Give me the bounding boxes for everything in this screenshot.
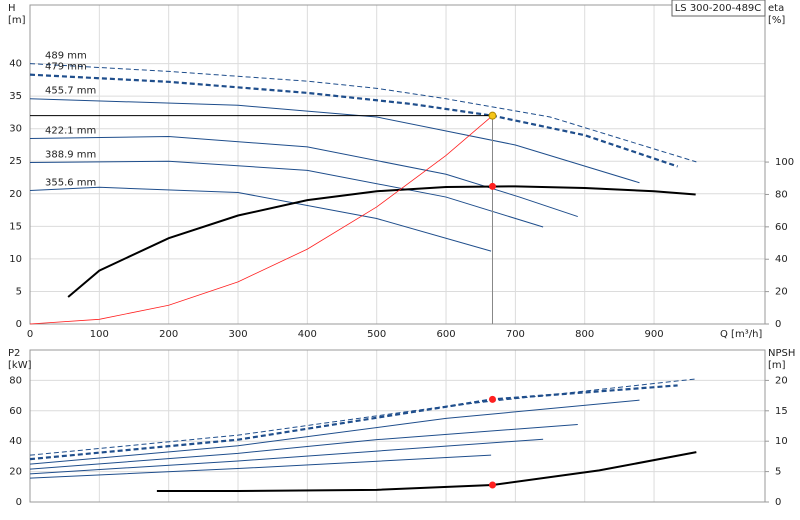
y-tick-label: 35 <box>9 91 22 102</box>
y2-tick-label: 20 <box>775 287 788 298</box>
y2-tick-label: 80 <box>775 189 788 200</box>
curve <box>29 399 640 465</box>
y2-tick-label: 60 <box>775 222 788 233</box>
y2-axis-label: [%] <box>768 15 785 26</box>
x-axis-label: Q [m³/h] <box>720 329 762 340</box>
curve <box>29 115 493 325</box>
model-label: LS 300-200-489C <box>675 3 762 14</box>
curve <box>29 98 640 184</box>
duty-point <box>488 111 497 120</box>
y-tick-label: 20 <box>9 189 22 200</box>
duty-point <box>488 395 496 403</box>
y-tick-label: 20 <box>9 467 22 478</box>
curve <box>29 63 697 163</box>
curve-label: 388.9 mm <box>45 150 96 161</box>
curve <box>29 423 578 470</box>
y-tick-label: 0 <box>16 497 22 508</box>
curve <box>29 186 492 252</box>
y2-tick-label: 40 <box>775 254 788 265</box>
curve-label: 479 mm <box>45 62 87 73</box>
y-axis-label: [m] <box>8 15 26 26</box>
y2-tick-label: 5 <box>775 467 781 478</box>
x-tick-label: 300 <box>228 329 247 340</box>
y-axis-label: [kW] <box>8 360 32 371</box>
curve <box>29 160 544 228</box>
x-tick-label: 200 <box>159 329 178 340</box>
y-tick-label: 15 <box>9 221 22 232</box>
y-tick-label: 40 <box>9 59 22 70</box>
y2-axis-label: [m] <box>768 360 786 371</box>
y-tick-label: 10 <box>9 254 22 265</box>
y-tick-label: 60 <box>9 406 22 417</box>
curve-label: 455.7 mm <box>45 86 96 97</box>
x-tick-label: 400 <box>298 329 317 340</box>
y2-tick-label: 0 <box>775 497 781 508</box>
y2-axis-label: NPSH <box>768 348 795 359</box>
x-tick-label: 700 <box>506 329 525 340</box>
model-box <box>671 0 766 17</box>
curve <box>29 438 544 475</box>
curve <box>29 73 678 168</box>
curve <box>29 384 678 461</box>
curve-label: 422.1 mm <box>45 125 96 136</box>
plot-frame <box>29 349 766 503</box>
y-tick-label: 0 <box>16 319 22 330</box>
curve <box>29 136 578 218</box>
y-tick-label: 40 <box>9 436 22 447</box>
y2-tick-label: 10 <box>775 436 788 447</box>
x-tick-label: 900 <box>645 329 664 340</box>
y-axis-label: H <box>8 3 16 14</box>
y2-axis-label: eta <box>768 3 784 14</box>
y2-tick-label: 100 <box>775 157 794 168</box>
curve-label: 489 mm <box>45 51 87 62</box>
y-tick-label: 30 <box>9 124 22 135</box>
x-tick-label: 600 <box>436 329 455 340</box>
x-tick-label: 800 <box>575 329 594 340</box>
curve <box>67 185 696 298</box>
y2-tick-label: 20 <box>775 375 788 386</box>
y-tick-label: 5 <box>16 286 22 297</box>
y-tick-label: 80 <box>9 375 22 386</box>
x-tick-label: 0 <box>27 329 33 340</box>
duty-point <box>488 481 496 489</box>
curve-label: 355.6 mm <box>45 178 96 189</box>
y2-tick-label: 0 <box>775 319 781 330</box>
duty-point <box>488 182 496 190</box>
plot-frame <box>29 4 766 325</box>
x-tick-label: 500 <box>367 329 386 340</box>
y-tick-label: 25 <box>9 156 22 167</box>
x-tick-label: 100 <box>90 329 109 340</box>
curve <box>156 451 697 493</box>
y2-tick-label: 15 <box>775 406 788 417</box>
curve <box>29 454 492 479</box>
y-axis-label: P2 <box>8 348 20 359</box>
